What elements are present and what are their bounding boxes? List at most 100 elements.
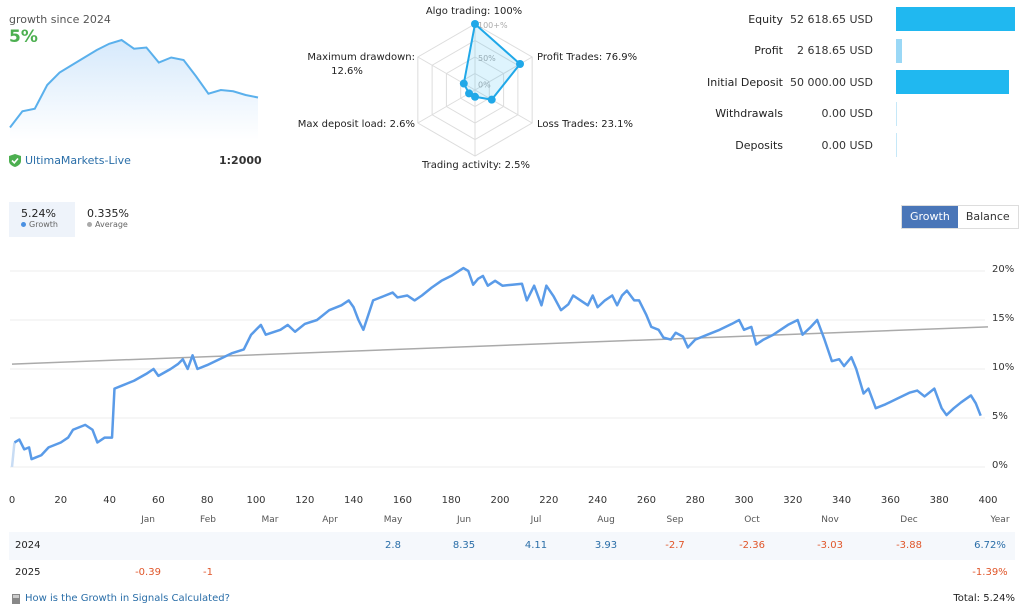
month-header: Jul (530, 515, 542, 525)
growth-toggle-button[interactable]: Growth (902, 206, 958, 228)
financial-value: 2 618.65 USD (797, 44, 873, 57)
x-tick-label: 240 (588, 495, 608, 506)
verified-shield-icon (9, 154, 21, 167)
financial-value: 0.00 USD (821, 107, 874, 120)
month-header: Nov (821, 515, 839, 525)
growth-value: 5% (9, 27, 38, 47)
tab-average-value: 0.335% (87, 207, 129, 220)
radar-point (471, 92, 479, 101)
x-tick-label: 40 (103, 495, 116, 506)
financial-label: Withdrawals (715, 107, 783, 120)
month-header: Sep (666, 515, 684, 525)
financial-label: Initial Deposit (707, 75, 783, 89)
x-tick-label: 320 (783, 495, 803, 506)
financial-row-equity: Equity 52 618.65 USD (680, 7, 1020, 31)
month-header: Jun (456, 515, 472, 525)
radar-chart: 100+% 50% 0% (417, 20, 533, 157)
growth-since-label: growth since 2024 (9, 13, 111, 26)
radar-label-drawdown: Maximum drawdown: (307, 52, 415, 63)
financial-label: Deposits (735, 138, 783, 152)
financial-value: 50 000.00 USD (790, 75, 873, 89)
faq-link[interactable]: How is the Growth in Signals Calculated? (12, 593, 230, 604)
month-header: Oct (744, 515, 760, 525)
y-tick-label: 10% (992, 362, 1015, 373)
month-header: Aug (597, 515, 615, 525)
month-header: Jan (141, 515, 155, 525)
radar-point (487, 95, 496, 104)
balance-toggle-button[interactable]: Balance (965, 210, 1010, 223)
financial-row-initial-deposit: Initial Deposit 50 000.00 USD (680, 70, 1020, 94)
financial-bar (896, 101, 897, 126)
financial-bar (896, 70, 1010, 94)
radar-label-drawdown-value: 12.6% (331, 66, 363, 77)
average-line (11, 326, 989, 365)
tab-average-label: Average (95, 220, 128, 229)
x-tick-label: 380 (929, 495, 949, 506)
broker-link[interactable]: UltimaMarkets-Live (9, 154, 131, 167)
monthly-cell: 6.72% (974, 540, 1006, 551)
month-header: Mar (261, 515, 279, 525)
growth-line-start (10, 442, 16, 468)
x-tick-label: 340 (832, 495, 852, 506)
radar-label-profit: Profit Trades: 76.9% (537, 52, 638, 63)
radar-ring-label: 100+% (478, 21, 508, 30)
growth-dot-icon (21, 222, 26, 227)
faq-link-text: How is the Growth in Signals Calculated? (25, 593, 230, 604)
tab-growth[interactable]: 5.24% Growth (9, 202, 75, 237)
month-header: May (383, 515, 403, 525)
broker-name: UltimaMarkets-Live (25, 154, 131, 167)
x-tick-label: 120 (295, 495, 315, 506)
monthly-cell: 8.35 (452, 540, 476, 551)
radar-label-deposit-load: Max deposit load: 2.6% (297, 119, 415, 130)
x-tick-label: 160 (392, 495, 412, 506)
tab-growth-label: Growth (29, 220, 58, 229)
monthly-row-2025: 2025 -0.39 -1 -1.39% (9, 559, 1015, 587)
financial-bar (896, 7, 1015, 31)
month-header: Feb (200, 515, 216, 525)
financial-value: 0.00 USD (821, 138, 874, 152)
month-header: Apr (322, 515, 338, 525)
financial-row-profit: Profit 2 618.65 USD (680, 38, 1020, 63)
radar-label-algo: Algo trading: 100% (425, 6, 523, 17)
tab-average[interactable]: 0.335% Average (75, 202, 141, 237)
financial-bar (896, 38, 902, 63)
monthly-cell: 2.8 (385, 540, 401, 551)
radar-label-activity: Trading activity: 2.5% (422, 160, 530, 171)
x-tick-label: 200 (490, 495, 510, 506)
x-tick-label: 360 (880, 495, 900, 506)
financial-bar (896, 133, 897, 157)
month-header: Year (990, 515, 1010, 525)
monthly-cell: -0.39 (135, 567, 161, 578)
radar-spoke (474, 89, 533, 124)
monthly-cell: -3.03 (817, 540, 843, 551)
x-tick-label: 400 (978, 495, 998, 506)
x-tick-label: 140 (344, 495, 364, 506)
sparkline-line (9, 38, 259, 129)
x-tick-label: 300 (734, 495, 754, 506)
monthly-cell: -2.36 (739, 540, 765, 551)
x-tick-label: 280 (685, 495, 705, 506)
monthly-cell: -1.39% (972, 567, 1008, 578)
financial-value: 52 618.65 USD (790, 12, 873, 26)
radar-point (516, 60, 525, 69)
growth-line (13, 266, 982, 461)
y-tick-label: 5% (992, 411, 1008, 422)
monthly-row-2024: 2024 2.8 8.35 4.11 3.93 -2.7 -2.36 -3.03 -3.88 6.… (9, 532, 1015, 560)
radar-point (459, 79, 468, 88)
financial-label: Profit (754, 44, 783, 57)
x-tick-label: 20 (54, 495, 68, 506)
book-icon (12, 593, 20, 604)
x-tick-label: 80 (200, 495, 214, 506)
radar-ring-label: 0% (478, 80, 491, 89)
x-tick-label: 100 (246, 495, 266, 506)
x-tick-label: 60 (152, 495, 165, 506)
y-tick-label: 20% (992, 264, 1015, 275)
radar-ring-label: 50% (478, 54, 496, 63)
average-dot-icon (87, 222, 92, 227)
year-label: 2025 (15, 567, 41, 578)
x-tick-label: 180 (441, 495, 461, 506)
financial-row-withdrawals: Withdrawals 0.00 USD (680, 101, 1020, 126)
tab-growth-value: 5.24% (21, 207, 56, 220)
monthly-cell: -3.88 (896, 540, 922, 551)
x-tick-label: 220 (539, 495, 559, 506)
